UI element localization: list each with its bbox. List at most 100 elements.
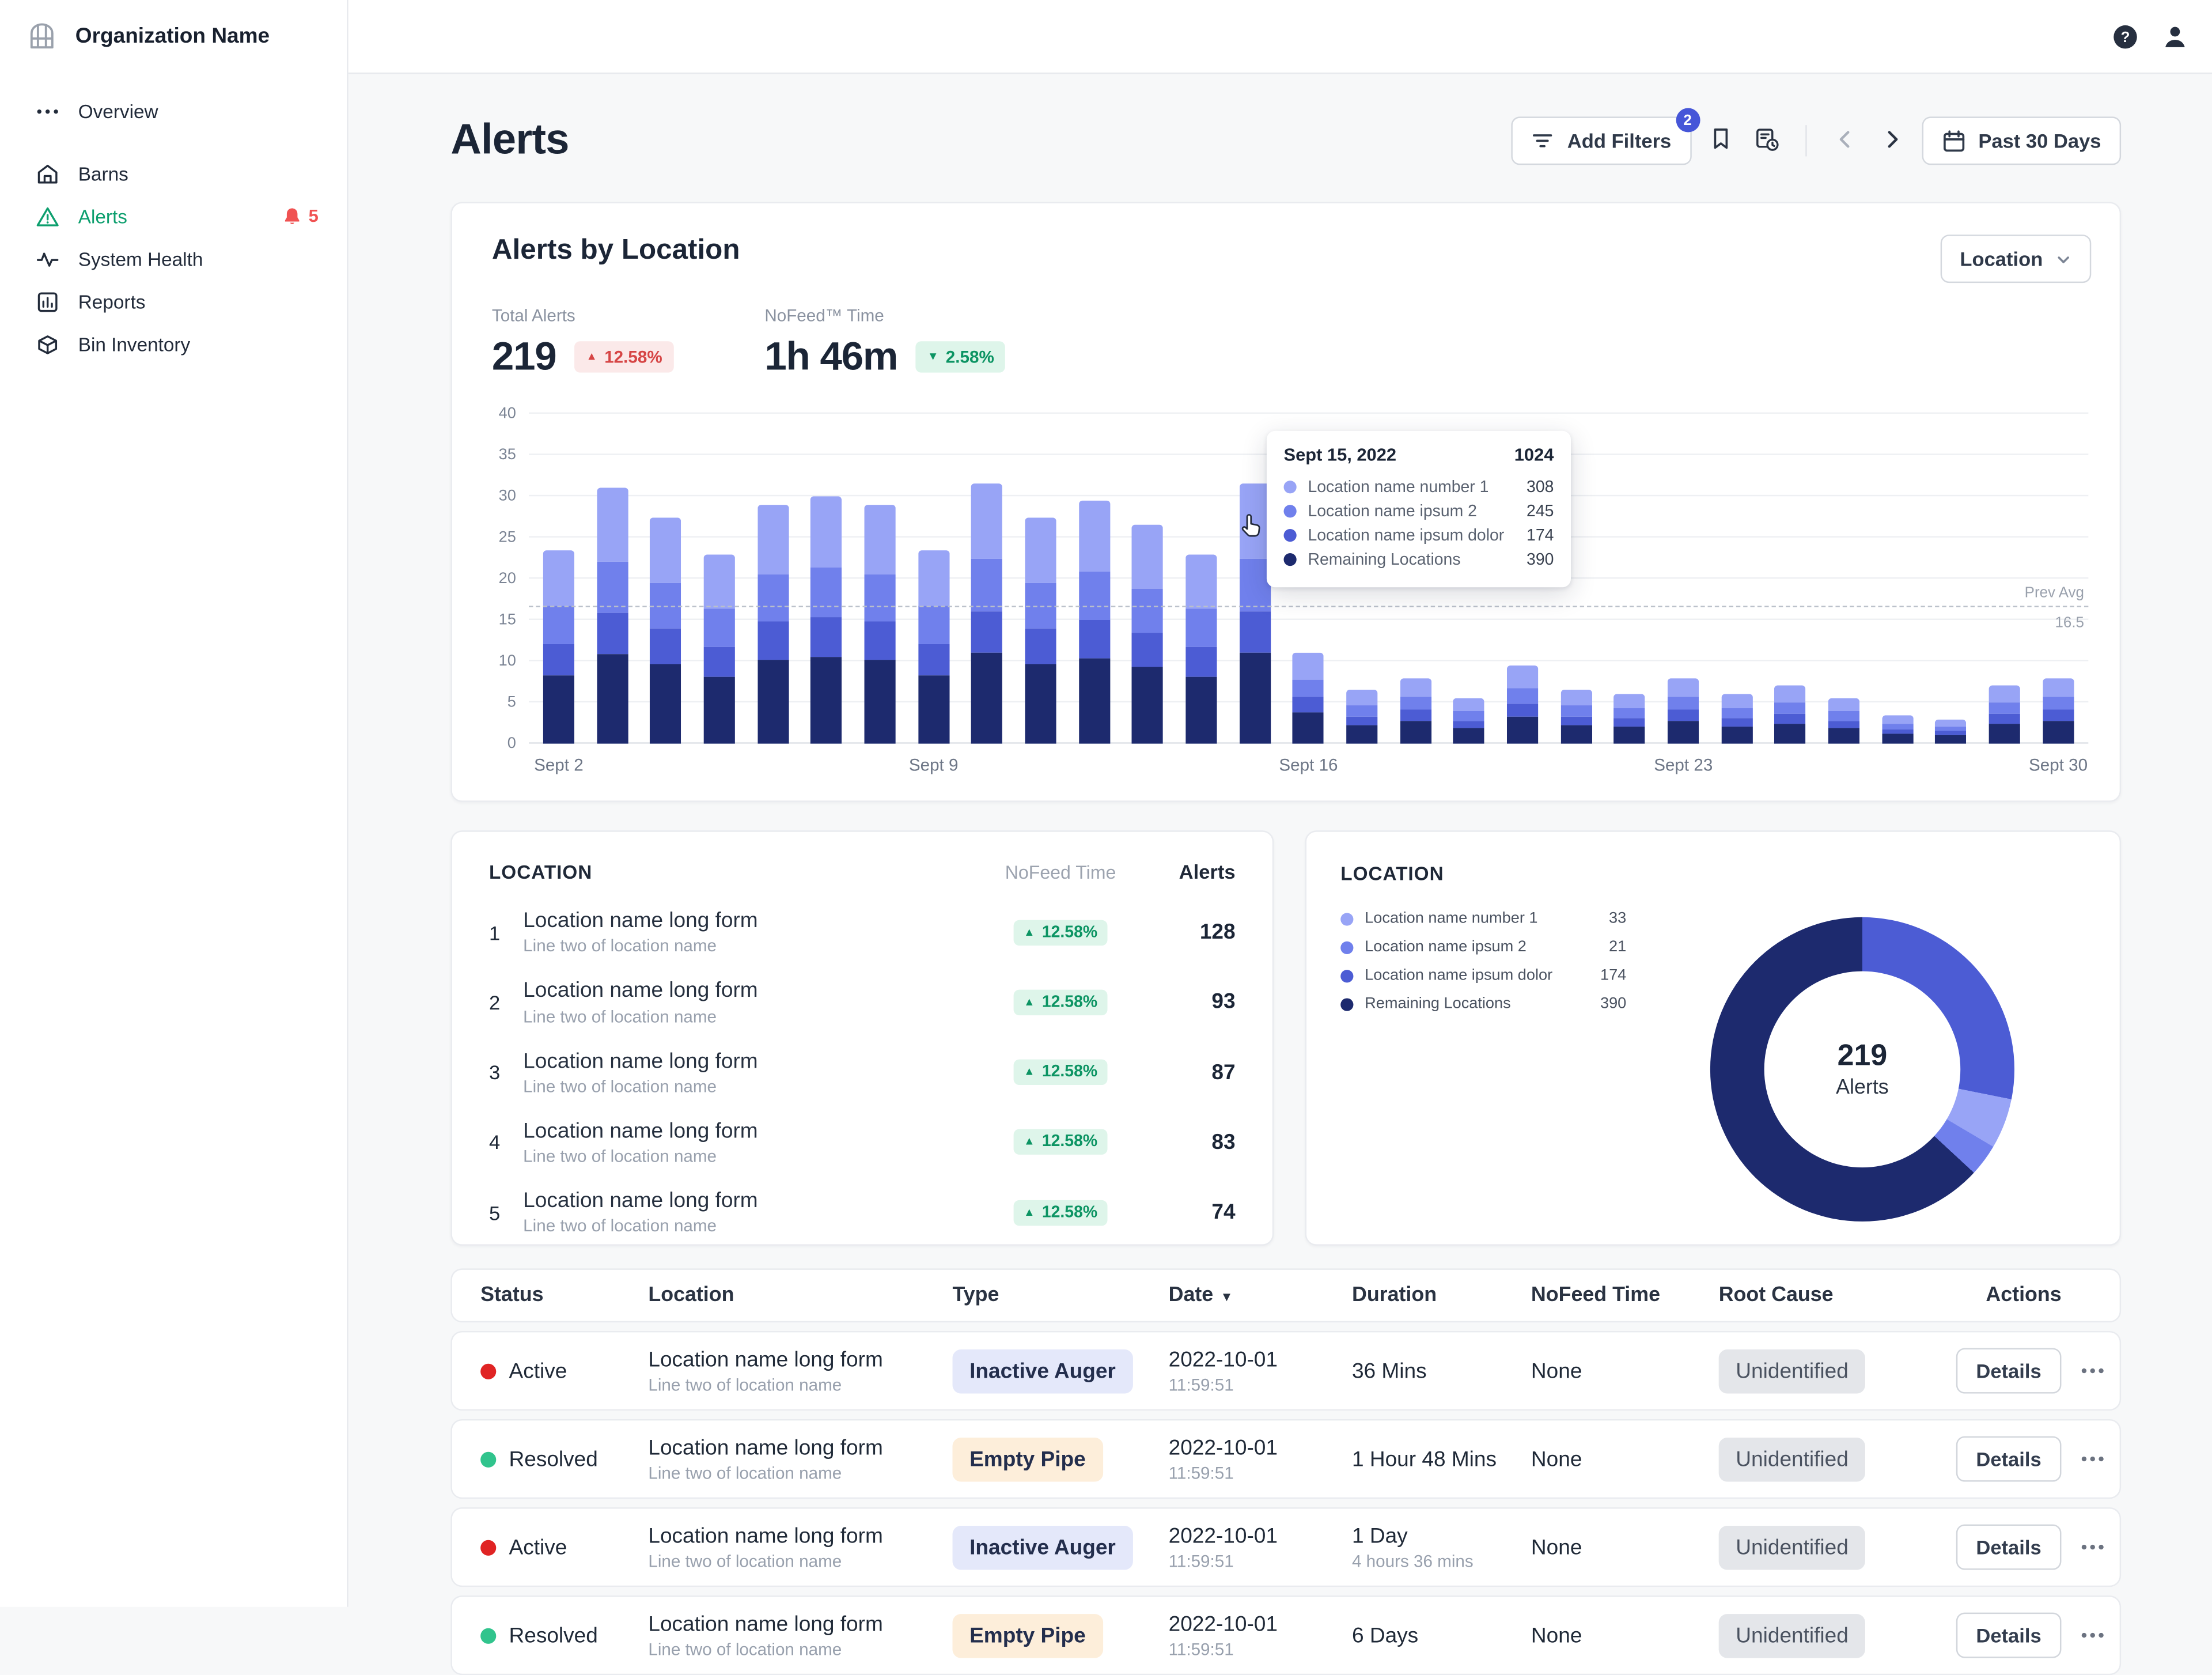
prev-period-button[interactable] (1828, 122, 1862, 160)
bar[interactable] (1025, 517, 1056, 744)
duration-cell: 1 Hour 48 Mins (1351, 1447, 1497, 1472)
row-menu-button[interactable] (2075, 1442, 2109, 1476)
user-icon[interactable] (2161, 22, 2189, 50)
row-menu-button[interactable] (2075, 1353, 2109, 1387)
legend-dot-icon (1340, 997, 1354, 1011)
bar[interactable] (971, 483, 1003, 744)
group-by-dropdown[interactable]: Location (1940, 235, 2092, 283)
bar-segment (810, 568, 842, 618)
details-button[interactable]: Details (1956, 1612, 2062, 1658)
sidebar-item-bin-inventory[interactable]: Bin Inventory (0, 323, 347, 365)
bar-segment (1614, 708, 1646, 719)
bar-segment (1935, 726, 1967, 731)
bar[interactable] (1721, 694, 1753, 744)
donut-chart[interactable]: 219 Alerts (1710, 917, 2015, 1222)
bar[interactable] (810, 496, 842, 744)
org-header[interactable]: Organization Name (0, 0, 347, 73)
tooltip-rows: Location name number 1 308 Location name i… (1283, 475, 1554, 572)
nofeed-delta-badge: ▲ 12.58% (1013, 989, 1108, 1015)
location-name: Location name long form (523, 1118, 758, 1143)
bar[interactable] (703, 554, 735, 744)
help-icon[interactable]: ? (2111, 22, 2139, 50)
bar[interactable] (1614, 694, 1646, 744)
column-header-date[interactable]: Date ▼ (1168, 1284, 1233, 1307)
bar[interactable] (1988, 686, 2021, 744)
bar[interactable]: Sept 16 (1279, 653, 1338, 775)
bar[interactable] (1132, 525, 1164, 744)
bar[interactable] (1185, 554, 1217, 744)
bar-segment (1346, 705, 1378, 717)
bar[interactable] (1453, 698, 1485, 744)
sort-desc-icon: ▼ (1220, 1290, 1233, 1305)
content: Alerts Add Filters 2 (349, 74, 2212, 1675)
bar[interactable] (864, 504, 896, 744)
details-button[interactable]: Details (1956, 1524, 2062, 1570)
location-subtitle: Line two of location name (523, 1216, 717, 1237)
bar[interactable]: Sept 2 (534, 550, 584, 775)
location-row[interactable]: 4 Location name long form Line two of loca… (489, 1107, 1236, 1178)
alert-icon (36, 204, 60, 228)
bar[interactable] (757, 504, 789, 744)
report-icon (36, 289, 60, 313)
bar[interactable]: Sept 30 (2029, 678, 2088, 775)
bar[interactable] (1775, 686, 1806, 744)
bar-segment (1025, 627, 1056, 664)
bar[interactable] (1881, 714, 1914, 744)
legend-row: Remaining Locations 390 (1340, 990, 2085, 1018)
bar[interactable] (1078, 500, 1110, 744)
series-dot-icon (1283, 481, 1297, 494)
bar-segment (1828, 720, 1860, 728)
sidebar-item-barns[interactable]: Barns (0, 152, 347, 195)
row-menu-button[interactable] (2075, 1530, 2109, 1564)
sidebar-item-system-health[interactable]: System Health (0, 237, 347, 280)
nofeed-delta-badge: ▲ 12.58% (1013, 1059, 1108, 1086)
bar[interactable] (1239, 483, 1271, 744)
bar-segment (864, 573, 896, 622)
bar[interactable] (1935, 719, 1967, 744)
bar[interactable] (1507, 665, 1539, 744)
sidebar-item-reports[interactable]: Reports (0, 280, 347, 323)
bar[interactable]: Sept 9 (909, 550, 958, 775)
location-row[interactable]: 1 Location name long form Line two of loca… (489, 897, 1236, 967)
bar[interactable] (1560, 690, 1592, 744)
location-rank: 3 (488, 1061, 501, 1084)
location-row[interactable]: 5 Location name long form Line two of loca… (489, 1177, 1236, 1247)
bar-segment (810, 496, 842, 568)
chart-stats: Total Alerts 219 ▲ 12.58% NoFeed™ Time 1h… (492, 306, 2091, 380)
chevron-left-icon (1832, 126, 1857, 156)
sidebar-item-overview[interactable]: Overview (0, 89, 347, 132)
bars: Sept 2 Sept 9 Sept 16 Sept 23 Sept 30 (534, 414, 2088, 775)
date-range-button[interactable]: Past 30 Days (1921, 116, 2122, 165)
bar[interactable] (650, 517, 681, 744)
bar-segment (757, 621, 789, 660)
root-cause-cell: Unidentified (1718, 1436, 1956, 1481)
bar[interactable] (1828, 698, 1860, 744)
bar[interactable]: Sept 23 (1654, 678, 1713, 775)
bar-segment (757, 573, 789, 622)
sidebar-item-alerts[interactable]: Alerts 5 (0, 195, 347, 237)
bar-segment (596, 613, 628, 655)
location-row[interactable]: 3 Location name long form Line two of loca… (489, 1037, 1236, 1107)
bookmark-button[interactable] (1704, 122, 1737, 159)
next-period-button[interactable] (1874, 122, 1908, 160)
bar[interactable] (1346, 690, 1378, 744)
bar-segment (1453, 698, 1485, 712)
location-row[interactable]: 2 Location name long form Line two of loca… (489, 967, 1236, 1038)
legend-value: 174 (1600, 967, 1627, 984)
add-filters-button[interactable]: Add Filters 2 (1512, 108, 1700, 165)
bar-segment (1239, 611, 1271, 653)
details-button[interactable]: Details (1956, 1436, 2062, 1482)
bar[interactable] (596, 487, 628, 744)
bar-segment (1346, 690, 1378, 706)
filter-icon (1532, 130, 1554, 152)
tooltip-row-value: 245 (1527, 502, 1554, 520)
legend-value: 390 (1600, 995, 1627, 1013)
save-view-button[interactable] (1749, 122, 1783, 160)
bar[interactable] (1400, 678, 1431, 744)
donut-center-label: Alerts (1836, 1076, 1889, 1099)
row-menu-button[interactable] (2075, 1618, 2109, 1652)
details-button[interactable]: Details (1956, 1348, 2062, 1394)
bar-segment (971, 652, 1003, 744)
bar-segment (918, 675, 949, 744)
